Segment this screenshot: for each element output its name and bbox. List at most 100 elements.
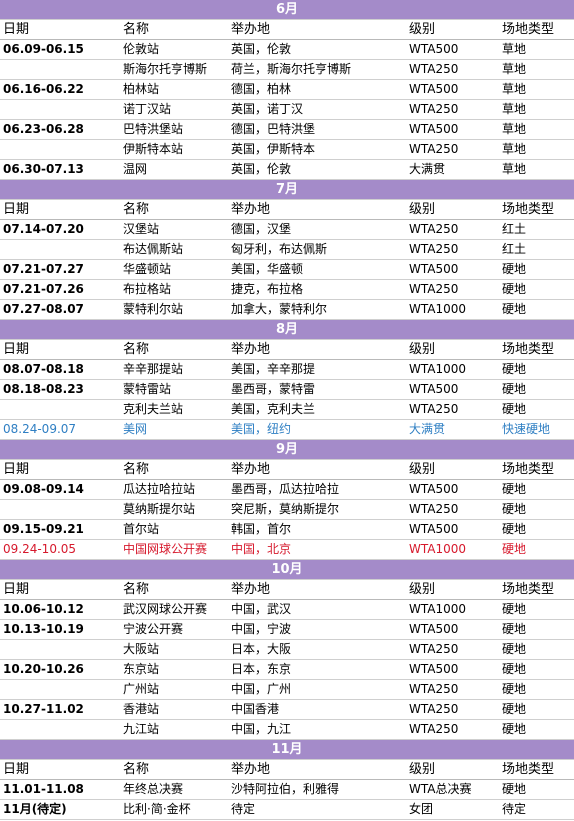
cell-name: 柏林站 [120, 79, 228, 100]
cell-surface: 硬地 [499, 639, 574, 660]
table-row: 07.27-08.07 蒙特利尔站 加拿大，蒙特利尔 WTA1000 硬地 [0, 299, 574, 320]
month-label: 9月 [0, 439, 574, 460]
cell-venue: 英国，伊斯特本 [228, 139, 406, 160]
cell-date: 08.18-08.23 [0, 379, 120, 400]
column-header-date: 日期 [0, 199, 120, 220]
column-header-surface: 场地类型 [499, 339, 574, 360]
cell-surface: 快速硬地 [499, 419, 574, 440]
table-row: 10.27-11.02 香港站 中国香港 WTA250 硬地 [0, 699, 574, 720]
table-row: 06.30-07.13 温网 英国，伦敦 大满贯 草地 [0, 159, 574, 180]
column-header-venue: 举办地 [228, 759, 406, 780]
cell-surface: 硬地 [499, 299, 574, 320]
column-header-venue: 举办地 [228, 199, 406, 220]
column-header-level: 级别 [406, 339, 499, 360]
table-row: 大阪站 日本，大阪 WTA250 硬地 [0, 639, 574, 660]
cell-surface: 草地 [499, 59, 574, 80]
column-header-surface: 场地类型 [499, 579, 574, 600]
cell-date: 08.24-09.07 [0, 419, 120, 440]
column-header-venue: 举办地 [228, 579, 406, 600]
column-header-name: 名称 [120, 19, 228, 40]
column-header-name: 名称 [120, 339, 228, 360]
table-row: 06.16-06.22 柏林站 德国，柏林 WTA500 草地 [0, 79, 574, 100]
cell-venue: 日本，东京 [228, 659, 406, 680]
cell-surface: 待定 [499, 799, 574, 820]
cell-date: 07.21-07.27 [0, 259, 120, 280]
column-header-surface: 场地类型 [499, 759, 574, 780]
cell-name: 美网 [120, 419, 228, 440]
cell-date [0, 59, 120, 80]
cell-surface: 硬地 [499, 259, 574, 280]
cell-venue: 美国，克利夫兰 [228, 399, 406, 420]
cell-date: 09.24-10.05 [0, 539, 120, 560]
month-label: 6月 [0, 0, 574, 20]
cell-date: 11.01-11.08 [0, 779, 120, 800]
cell-surface: 硬地 [499, 719, 574, 740]
table-row: 11月(待定) 比利·简·金杯 待定 女团 待定 [0, 799, 574, 820]
cell-name: 布达佩斯站 [120, 239, 228, 260]
column-header-row: 日期 名称 举办地 级别 场地类型 [0, 759, 574, 780]
cell-level: WTA500 [406, 259, 499, 280]
cell-level: WTA250 [406, 99, 499, 120]
cell-date: 08.07-08.18 [0, 359, 120, 380]
cell-venue: 中国，九江 [228, 719, 406, 740]
cell-level: WTA250 [406, 239, 499, 260]
cell-name: 广州站 [120, 679, 228, 700]
cell-name: 巴特洪堡站 [120, 119, 228, 140]
cell-level: WTA250 [406, 679, 499, 700]
cell-surface: 草地 [499, 139, 574, 160]
cell-date [0, 639, 120, 660]
month-label: 7月 [0, 179, 574, 200]
cell-venue: 沙特阿拉伯，利雅得 [228, 779, 406, 800]
column-header-name: 名称 [120, 459, 228, 480]
table-row: 09.24-10.05 中国网球公开赛 中国，北京 WTA1000 硬地 [0, 539, 574, 560]
cell-level: WTA250 [406, 59, 499, 80]
cell-surface: 硬地 [499, 679, 574, 700]
cell-date [0, 239, 120, 260]
cell-name: 辛辛那提站 [120, 359, 228, 380]
cell-level: WTA500 [406, 519, 499, 540]
table-row: 布达佩斯站 匈牙利，布达佩斯 WTA250 红土 [0, 239, 574, 260]
table-row: 斯海尔托亨博斯 荷兰，斯海尔托亨博斯 WTA250 草地 [0, 59, 574, 80]
column-header-venue: 举办地 [228, 459, 406, 480]
cell-date: 10.13-10.19 [0, 619, 120, 640]
month-header-row: 7月 [0, 179, 574, 200]
cell-date: 07.27-08.07 [0, 299, 120, 320]
cell-name: 宁波公开赛 [120, 619, 228, 640]
cell-date: 06.09-06.15 [0, 39, 120, 60]
cell-surface: 硬地 [499, 619, 574, 640]
cell-venue: 英国，伦敦 [228, 39, 406, 60]
table-row: 08.18-08.23 蒙特雷站 墨西哥，蒙特雷 WTA500 硬地 [0, 379, 574, 400]
cell-level: WTA250 [406, 639, 499, 660]
table-row: 莫纳斯提尔站 突尼斯，莫纳斯提尔 WTA250 硬地 [0, 499, 574, 520]
cell-venue: 日本，大阪 [228, 639, 406, 660]
cell-level: WTA1000 [406, 359, 499, 380]
cell-surface: 硬地 [499, 659, 574, 680]
cell-venue: 德国，柏林 [228, 79, 406, 100]
cell-level: WTA总决赛 [406, 779, 499, 800]
cell-date: 10.06-10.12 [0, 599, 120, 620]
column-header-date: 日期 [0, 459, 120, 480]
column-header-surface: 场地类型 [499, 19, 574, 40]
column-header-venue: 举办地 [228, 339, 406, 360]
cell-surface: 红土 [499, 219, 574, 240]
cell-surface: 硬地 [499, 779, 574, 800]
cell-date: 10.20-10.26 [0, 659, 120, 680]
cell-date: 06.30-07.13 [0, 159, 120, 180]
cell-level: WTA1000 [406, 539, 499, 560]
column-header-row: 日期 名称 举办地 级别 场地类型 [0, 459, 574, 480]
cell-surface: 硬地 [499, 519, 574, 540]
cell-venue: 中国，武汉 [228, 599, 406, 620]
table-row: 08.24-09.07 美网 美国，纽约 大满贯 快速硬地 [0, 419, 574, 440]
cell-level: 大满贯 [406, 419, 499, 440]
cell-venue: 突尼斯，莫纳斯提尔 [228, 499, 406, 520]
cell-venue: 英国，诺丁汉 [228, 99, 406, 120]
month-label: 8月 [0, 319, 574, 340]
cell-venue: 加拿大，蒙特利尔 [228, 299, 406, 320]
cell-date: 09.08-09.14 [0, 479, 120, 500]
cell-date [0, 499, 120, 520]
column-header-row: 日期 名称 举办地 级别 场地类型 [0, 19, 574, 40]
cell-level: WTA500 [406, 39, 499, 60]
cell-level: WTA500 [406, 119, 499, 140]
cell-venue: 韩国，首尔 [228, 519, 406, 540]
cell-level: WTA250 [406, 699, 499, 720]
